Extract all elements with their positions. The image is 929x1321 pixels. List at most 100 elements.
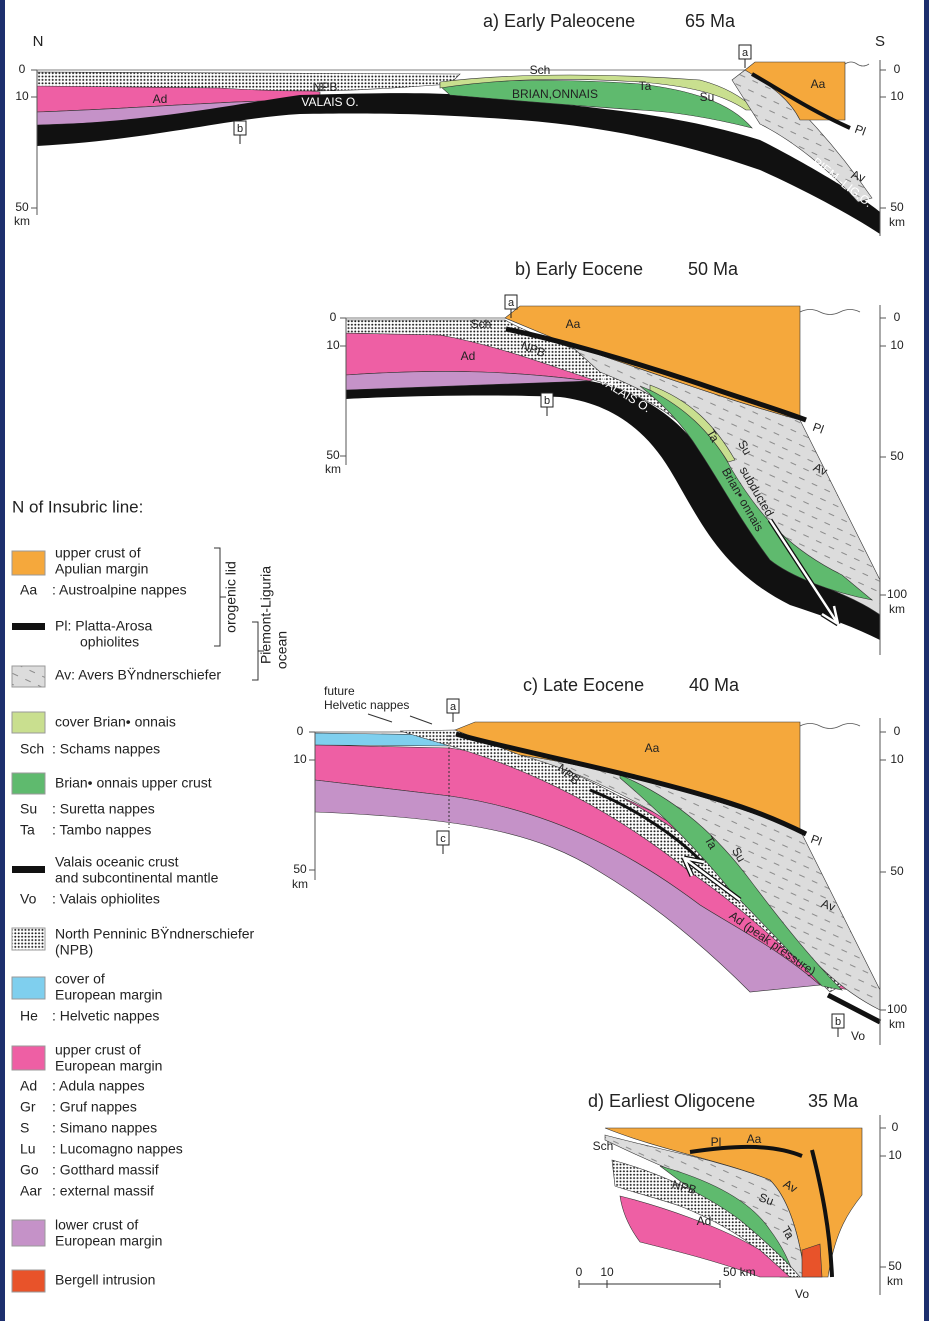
- unit-label: Vo: [795, 1287, 809, 1301]
- depth-label: km: [292, 877, 308, 891]
- depth-label: km: [889, 602, 905, 616]
- section-marker: a: [508, 297, 515, 309]
- section-a: [37, 60, 880, 236]
- compass-label: S: [875, 33, 885, 50]
- legend-swatch: [12, 866, 45, 873]
- legend-code: Gr: [20, 1099, 36, 1115]
- legend-code: S: [20, 1120, 29, 1136]
- legend-text: and subcontinental mantle: [55, 870, 219, 886]
- legend-text: : Lucomagno nappes: [52, 1141, 183, 1157]
- legend-text: : Schams nappes: [52, 741, 160, 757]
- unit-label: VALAIS O.: [301, 95, 358, 109]
- unit-label: Sch: [530, 63, 551, 77]
- legend-code: Aa: [20, 582, 37, 598]
- unit-label: Pl: [809, 832, 824, 849]
- unit-label: Ad: [697, 1214, 712, 1228]
- unit-label: Sch: [593, 1139, 614, 1153]
- depth-label: 0: [297, 724, 304, 738]
- scale-label: 0: [576, 1265, 583, 1279]
- compass-label: N: [33, 33, 44, 50]
- legend-text: (NPB): [55, 942, 93, 958]
- legend-swatch: [12, 1046, 45, 1070]
- legend-text: : Simano nappes: [52, 1120, 157, 1136]
- legend-text: : Austroalpine nappes: [52, 582, 187, 598]
- legend-text: : Tambo nappes: [52, 822, 151, 838]
- legend-text: Pl: Platta-Arosa: [55, 618, 152, 634]
- depth-label: 10: [15, 89, 29, 103]
- panel-title: b) Early Eocene: [515, 259, 643, 279]
- unit-label: Sch: [471, 317, 492, 331]
- legend-text: cover of: [55, 971, 105, 987]
- legend-bracket-label: Piemont-Liguria: [258, 566, 274, 664]
- legend-text: Valais oceanic crust: [55, 854, 179, 870]
- unit-label: NPB: [313, 80, 338, 94]
- unit-label: Aa: [566, 317, 581, 331]
- unit-label: Vo: [851, 1029, 865, 1043]
- depth-label: 50: [293, 862, 307, 876]
- legend-swatch: [12, 773, 45, 794]
- depth-label: km: [325, 462, 341, 476]
- scale-label: 10: [600, 1265, 614, 1279]
- legend-text: : Gruf nappes: [52, 1099, 137, 1115]
- legend-text: cover Brian• onnais: [55, 714, 176, 730]
- depth-label: 0: [330, 310, 337, 324]
- depth-label: km: [889, 1017, 905, 1031]
- unit-label: Aa: [747, 1132, 762, 1146]
- panel-title: c) Late Eocene: [523, 675, 644, 695]
- legend-code: Vo: [20, 891, 37, 907]
- depth-label: 50: [15, 200, 29, 214]
- legend-text: : Gotthard massif: [52, 1162, 159, 1178]
- section-marker: b: [237, 123, 243, 135]
- legend-text: upper crust of: [55, 1042, 141, 1058]
- legend-text: Av: Avers BŸndnerschiefer: [55, 667, 221, 683]
- legend-code: Ta: [20, 822, 35, 838]
- depth-label: 100: [887, 587, 907, 601]
- legend: [12, 548, 264, 1292]
- legend-swatch: [12, 1270, 45, 1292]
- depth-label: 50: [890, 200, 904, 214]
- legend-code: Su: [20, 801, 37, 817]
- panel-age: 35 Ma: [808, 1091, 859, 1111]
- section-marker: b: [835, 1016, 841, 1028]
- legend-text: European margin: [55, 1233, 162, 1249]
- legend-swatch: [12, 551, 45, 575]
- section-marker: c: [440, 833, 446, 845]
- depth-label: 10: [326, 338, 340, 352]
- unit-label: Aa: [645, 741, 660, 755]
- unit-label: BRIAN,ONNAIS: [512, 87, 598, 101]
- depth-label: km: [887, 1274, 903, 1288]
- legend-text: Bergell intrusion: [55, 1272, 155, 1288]
- page: N of Insubric line: a) Early Paleocene65…: [0, 0, 929, 1321]
- legend-text: European margin: [55, 1058, 162, 1074]
- unit-label: Ad: [153, 92, 168, 106]
- legend-text: upper crust of: [55, 545, 141, 561]
- legend-code: Lu: [20, 1141, 36, 1157]
- legend-code: He: [20, 1008, 38, 1024]
- legend-text: lower crust of: [55, 1217, 138, 1233]
- depth-label: 10: [890, 338, 904, 352]
- legend-text: : Adula nappes: [52, 1078, 145, 1094]
- panel-age: 50 Ma: [688, 259, 739, 279]
- legend-swatch: [12, 977, 45, 999]
- unit-label: Aa: [811, 77, 826, 91]
- legend-text: European margin: [55, 987, 162, 1003]
- unit-label: Pl: [811, 420, 826, 437]
- legend-swatch: [12, 1220, 45, 1246]
- depth-label: 50: [888, 1259, 902, 1273]
- depth-label: 0: [19, 62, 26, 76]
- depth-label: 10: [890, 752, 904, 766]
- legend-text: ophiolites: [80, 634, 139, 650]
- legend-bracket-label: ocean: [274, 631, 290, 669]
- legend-swatch: [12, 666, 45, 687]
- unit-label: future: [324, 684, 355, 698]
- legend-code: Go: [20, 1162, 39, 1178]
- unit-label: Pl: [711, 1135, 722, 1149]
- section-c: [315, 714, 880, 1045]
- unit-label: Helvetic nappes: [324, 698, 409, 712]
- depth-label: km: [889, 215, 905, 229]
- depth-label: 0: [894, 724, 901, 738]
- depth-label: 50: [890, 449, 904, 463]
- scale-label: 50 km: [723, 1265, 756, 1279]
- section-marker: b: [544, 395, 550, 407]
- panel-age: 65 Ma: [685, 11, 736, 31]
